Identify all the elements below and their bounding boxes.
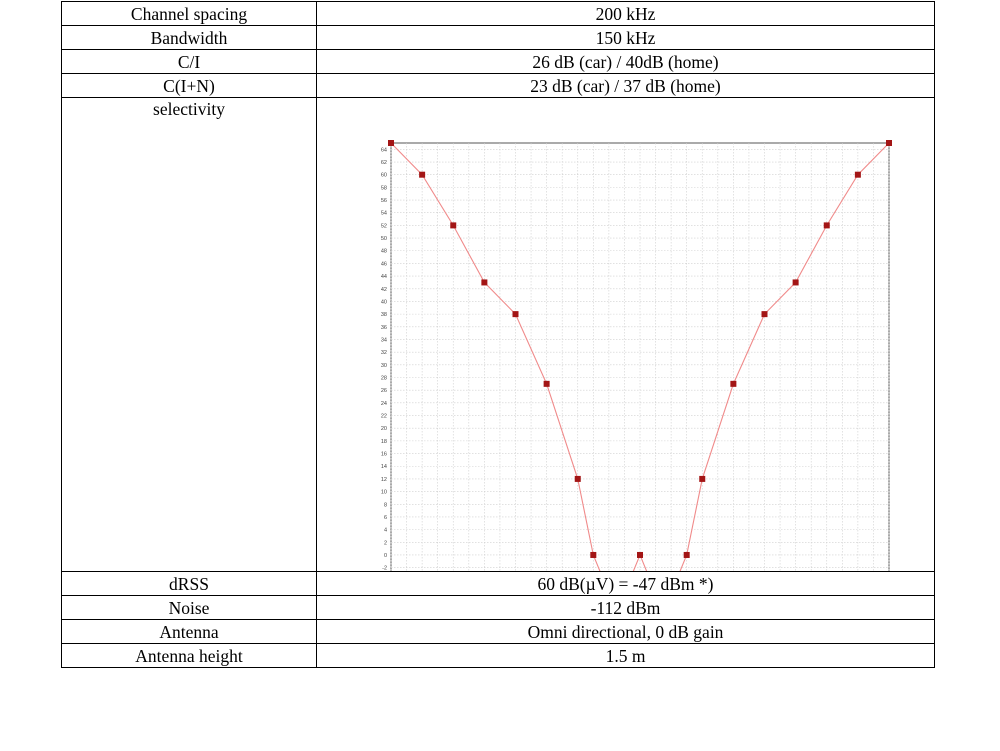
table-row: Bandwidth 150 kHz [61,25,935,50]
data-point [419,171,426,178]
table-row: Antenna height 1.5 m [61,643,935,668]
y-tick-label: 12 [381,477,387,483]
row-value: 60 dB(µV) = -47 dBm *) [316,571,935,596]
row-label: C/I [61,49,317,74]
y-tick-label: 30 [381,363,387,369]
table-row: C/I 26 dB (car) / 40dB (home) [61,49,935,74]
data-point [574,475,581,482]
data-point [730,380,737,387]
data-point [388,140,394,146]
data-point [512,311,519,318]
y-tick-label: 6 [384,515,387,521]
y-tick-label: 54 [381,211,387,217]
row-value: 150 kHz [316,25,935,50]
y-tick-label: 56 [381,198,387,204]
y-tick-label: 58 [381,185,387,191]
y-tick-label: 4 [384,528,387,534]
y-tick-label: 32 [381,350,387,356]
y-tick-label: 26 [381,388,387,394]
y-tick-label: 64 [381,147,387,153]
row-label: Bandwidth [61,25,317,50]
table-row: Channel spacing 200 kHz [61,1,935,26]
row-value: 23 dB (car) / 37 dB (home) [316,73,935,98]
data-point [761,311,768,318]
row-value: 26 dB (car) / 40dB (home) [316,49,935,74]
data-point [637,551,643,558]
y-tick-label: 20 [381,426,387,432]
data-point [792,279,799,286]
y-tick-label: 28 [381,376,387,382]
row-label: selectivity [61,97,317,572]
y-tick-label: 40 [381,299,387,305]
y-tick-label: 42 [381,287,387,293]
row-label: dRSS [61,571,317,596]
row-label: Noise [61,595,317,620]
row-value: -112 dBm [316,595,935,620]
data-point [854,171,861,178]
y-tick-label: 52 [381,223,387,229]
row-label: Channel spacing [61,1,317,26]
row-label: Antenna [61,619,317,644]
chart-container: 64 62 60 58 56 54 52 50 48 46 44 42 40 38 36 34 32 30 28 26… [317,98,934,571]
table-row: dRSS 60 dB(µV) = -47 dBm *) [61,571,935,596]
row-label: C(I+N) [61,73,317,98]
y-tick-label: 14 [381,464,387,470]
table-row: Antenna Omni directional, 0 dB gain [61,619,935,644]
parameters-table: Channel spacing 200 kHz Bandwidth 150 kH… [61,1,935,668]
y-tick-label: 48 [381,249,387,255]
y-tick-label: 50 [381,236,387,242]
y-tick-label: 8 [384,502,387,508]
y-tick-label: 44 [381,274,387,280]
y-tick-label: 34 [381,337,387,343]
row-label: Antenna height [61,643,317,668]
row-value: 1.5 m [316,643,935,668]
row-value: 200 kHz [316,1,935,26]
table-row-selectivity: selectivity 64 62 60 58 56 54 52 50 48 46 44 42 40 38… [61,97,935,572]
y-tick-label: 60 [381,173,387,179]
row-value: Omni directional, 0 dB gain [316,619,935,644]
y-tick-label: 38 [381,312,387,318]
data-point [590,551,597,558]
data-point [450,222,457,229]
table-row: Noise -112 dBm [61,595,935,620]
y-tick-label: 24 [381,401,387,407]
y-tick-label: -2 [382,566,387,571]
data-point [699,475,706,482]
data-point [683,551,690,558]
selectivity-chart: 6462605856545250484644424038363432302826… [381,140,892,571]
y-tick-label: 22 [381,414,387,420]
data-point [481,279,488,286]
data-point [543,380,550,387]
y-tick-label: 46 [381,261,387,267]
selectivity-chart-cell: 64 62 60 58 56 54 52 50 48 46 44 42 40 38 36 34 32 30 28 26… [316,97,935,572]
table-row: C(I+N) 23 dB (car) / 37 dB (home) [61,73,935,98]
y-tick-label: 0 [384,553,387,559]
y-tick-label: 62 [381,160,387,166]
y-tick-label: 36 [381,325,387,331]
data-point [886,140,892,146]
y-tick-label: 10 [381,490,387,496]
y-tick-label: 2 [384,540,387,546]
data-point [823,222,830,229]
y-tick-label: 16 [381,452,387,458]
y-tick-label: 18 [381,439,387,445]
